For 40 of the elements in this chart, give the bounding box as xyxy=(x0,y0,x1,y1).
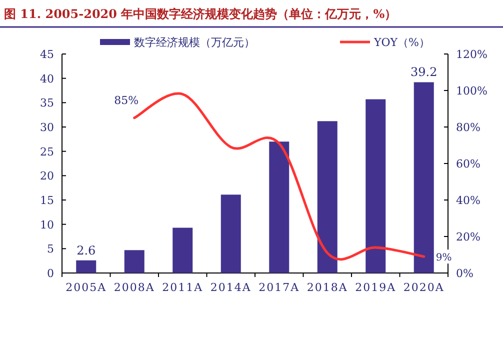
x-tick-label: 2020A xyxy=(403,281,444,294)
bar xyxy=(366,99,386,273)
y2-tick-label: 40% xyxy=(456,194,480,207)
bar xyxy=(220,194,241,273)
x-tick-label: 2018A xyxy=(306,281,348,294)
y2-tick-label: 80% xyxy=(456,121,480,134)
data-label: 9% xyxy=(436,252,452,264)
x-tick-label: 2019A xyxy=(355,281,396,294)
y2-tick-label: 20% xyxy=(456,230,480,244)
data-label: 39.2 xyxy=(410,65,438,80)
y-tick-label: 15 xyxy=(40,194,54,207)
y-tick-label: 35 xyxy=(40,96,54,110)
y2-tick-label: 60% xyxy=(456,158,480,170)
y-tick-label: 0 xyxy=(47,267,54,280)
legend-label: 数字经济规模（万亿元） xyxy=(134,36,255,49)
y-tick-label: 45 xyxy=(40,48,54,61)
y2-tick-label: 0% xyxy=(456,267,474,280)
y2-tick-label: 120% xyxy=(456,48,488,61)
bar xyxy=(172,228,193,273)
x-tick-label: 2008A xyxy=(114,281,155,294)
bar xyxy=(317,121,338,273)
x-tick-label: 2017A xyxy=(258,281,300,294)
bar xyxy=(124,250,144,273)
bar xyxy=(76,260,96,273)
y-tick-label: 5 xyxy=(47,242,54,256)
chart-title: 图 11. 2005-2020 年中国数字经济规模变化趋势（单位：亿万元，%） xyxy=(4,7,397,21)
y-tick-label: 20 xyxy=(40,170,54,183)
x-tick-label: 2005A xyxy=(66,281,107,294)
bar xyxy=(414,82,434,273)
y-tick-label: 30 xyxy=(40,121,54,134)
x-tick-label: 2011A xyxy=(162,281,204,294)
legend-label: YOY（%） xyxy=(373,36,430,49)
bar xyxy=(269,142,290,273)
y-tick-label: 40 xyxy=(40,72,54,86)
y-tick-label: 25 xyxy=(40,145,54,158)
x-tick-label: 2014A xyxy=(210,281,252,294)
y-tick-label: 10 xyxy=(40,218,54,232)
data-label: 2.6 xyxy=(76,243,96,258)
data-label: 85% xyxy=(114,94,139,107)
y2-tick-label: 100% xyxy=(456,84,488,98)
